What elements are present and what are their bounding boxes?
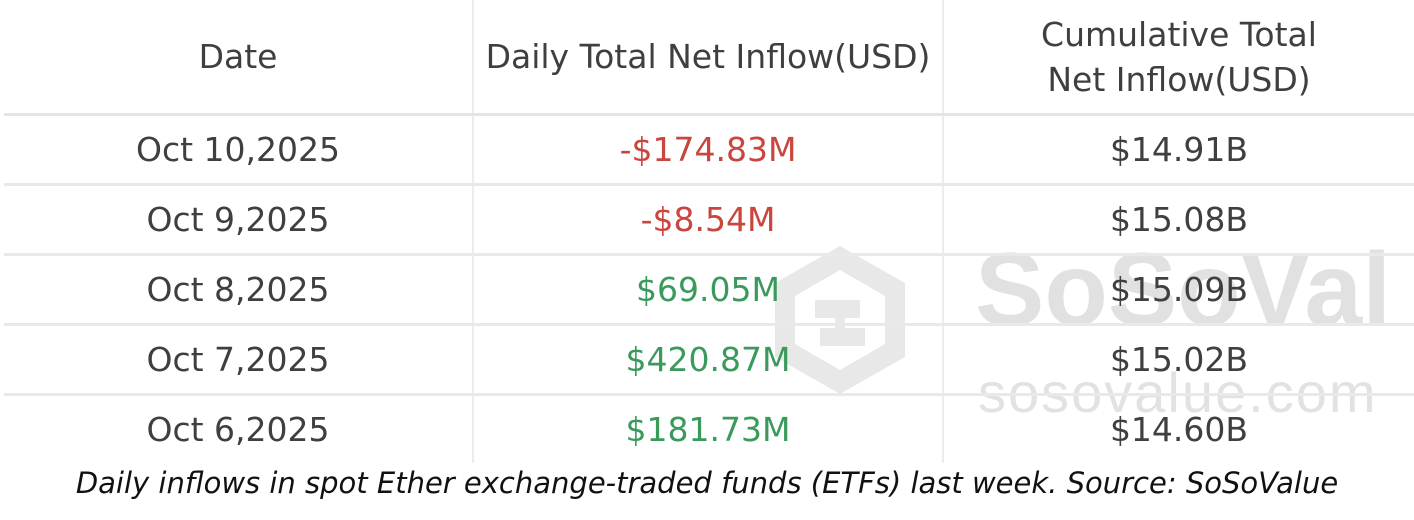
etf-inflow-table: Date Daily Total Net Inflow(USD) Cumulat… bbox=[4, 0, 1414, 463]
table-row: Oct 8,2025 $69.05M $15.09B bbox=[4, 253, 1414, 325]
cell-daily-inflow: $420.87M bbox=[472, 323, 943, 395]
cell-daily-inflow: $69.05M bbox=[472, 253, 943, 325]
cell-date: Oct 8,2025 bbox=[4, 253, 473, 325]
cell-cumulative-inflow: $15.02B bbox=[942, 323, 1414, 395]
cell-cumulative-inflow: $15.08B bbox=[942, 183, 1414, 255]
table-row: Oct 7,2025 $420.87M $15.02B bbox=[4, 323, 1414, 395]
cell-date: Oct 10,2025 bbox=[135, 130, 340, 169]
header-cumulative-inflow: Cumulative Total Net Inflow(USD) bbox=[942, 0, 1414, 116]
table-row: Oct 10,2025 -$174.83M $14.91B bbox=[4, 114, 1414, 185]
figure-caption: Daily inflows in spot Ether exchange-tra… bbox=[75, 466, 1339, 500]
cell-daily-inflow: $181.73M bbox=[472, 393, 943, 463]
cell-date: Oct 7,2025 bbox=[4, 323, 473, 395]
header-cumulative-label: Cumulative Total Net Inflow(USD) bbox=[1041, 14, 1317, 99]
cell-date: Oct 6,2025 bbox=[4, 393, 473, 463]
cell-date: Oct 9,2025 bbox=[4, 183, 473, 255]
cell-daily-inflow: -$8.54M bbox=[472, 183, 943, 255]
cell-cumulative-inflow: $14.91B bbox=[942, 114, 1414, 185]
cell-cumulative-inflow: $14.60B bbox=[942, 393, 1414, 463]
header-date: Date bbox=[4, 0, 473, 116]
cell-cumulative-inflow: $15.09B bbox=[942, 253, 1414, 325]
table-row: Oct 6,2025 $181.73M $14.60B bbox=[4, 393, 1414, 463]
table-row: Oct 9,2025 -$8.54M $15.08B bbox=[4, 183, 1414, 255]
header-daily-inflow: Daily Total Net Inflow(USD) bbox=[472, 0, 943, 116]
table-header-row: Date Daily Total Net Inflow(USD) Cumulat… bbox=[4, 0, 1414, 116]
cell-daily-inflow: -$174.83M bbox=[472, 114, 943, 185]
etf-inflow-table-container: Date Daily Total Net Inflow(USD) Cumulat… bbox=[4, 0, 1414, 463]
